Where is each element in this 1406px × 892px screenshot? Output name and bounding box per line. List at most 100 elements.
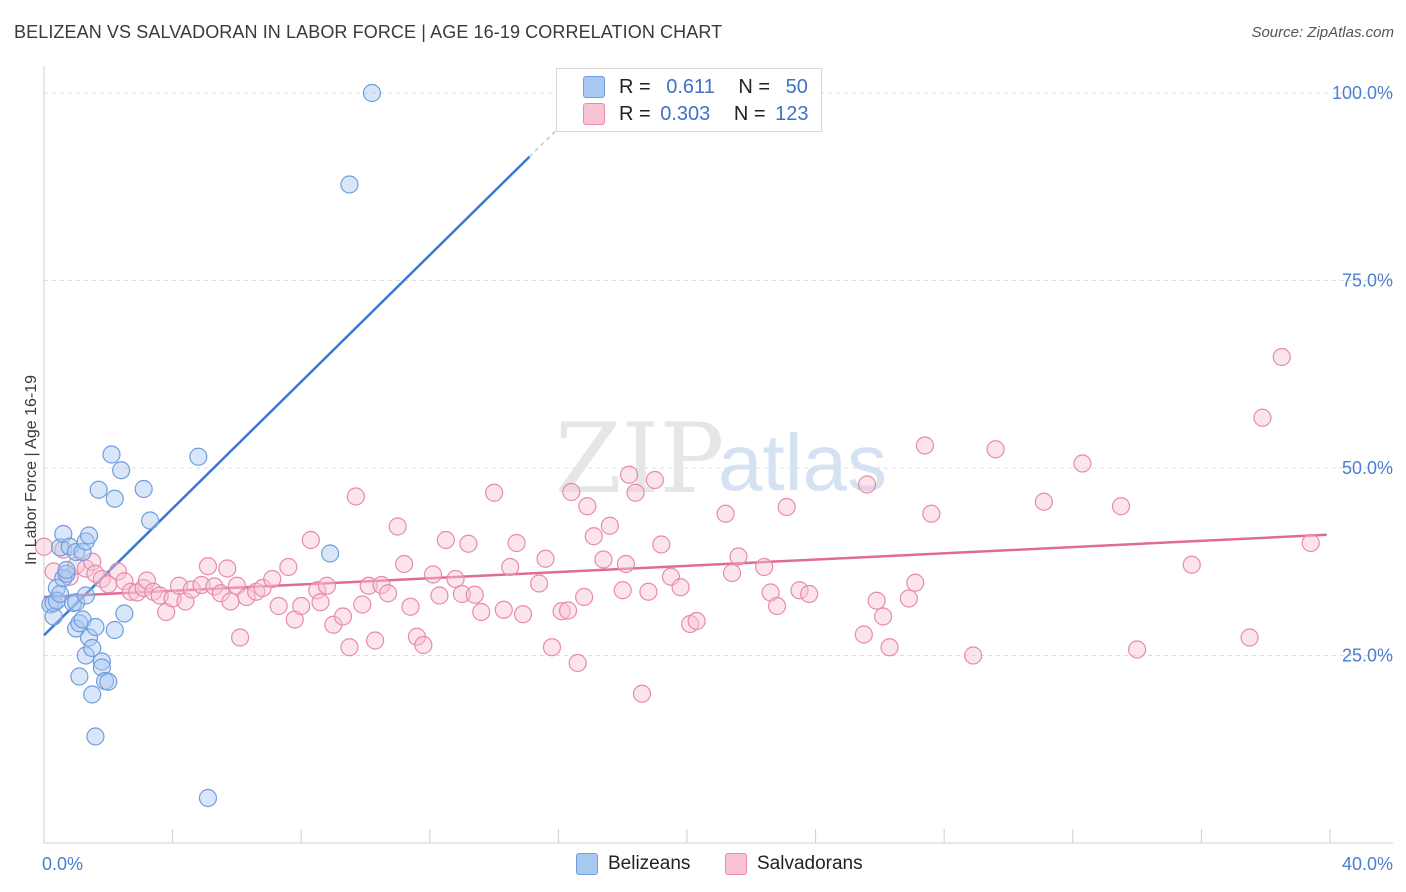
salvadorans-point <box>436 530 455 550</box>
salvadorans-point <box>34 537 54 556</box>
salvadorans-point <box>790 581 809 600</box>
salvadorans-point <box>1111 497 1131 516</box>
salvadorans-point <box>722 563 742 583</box>
legend-swatch-salvadorans <box>583 103 605 125</box>
belizeans-point <box>89 480 108 499</box>
axes <box>43 66 1393 844</box>
salvadorans-point <box>301 530 320 550</box>
salvadorans-point <box>1253 408 1272 427</box>
belizeans-point <box>57 560 76 580</box>
salvadorans-point <box>880 638 899 657</box>
legend-r-value: 0.303 <box>660 102 711 125</box>
belizeans-point <box>102 445 121 464</box>
belizeans-point <box>86 727 105 746</box>
salvadorans-point <box>378 584 398 603</box>
salvadorans-point <box>115 572 134 591</box>
salvadorans-point <box>874 607 893 626</box>
belizeans-trend-line <box>43 155 531 637</box>
salvadorans-point <box>1034 492 1053 511</box>
salvadorans-point <box>986 440 1005 459</box>
bottom-legend-label-salvadorans: Salvadorans <box>757 853 863 874</box>
belizeans-point <box>76 586 95 605</box>
belizeans-point <box>79 526 99 545</box>
salvadorans-point <box>558 601 578 620</box>
legend-n-value: 123 <box>775 102 809 125</box>
salvadorans-point <box>308 581 327 600</box>
salvadorans-point <box>311 593 330 612</box>
salvadorans-point <box>964 646 983 665</box>
y-tick-label: 100.0% <box>1332 83 1393 103</box>
salvadorans-point <box>414 635 433 655</box>
trend-lines <box>43 121 1327 637</box>
salvadorans-point <box>568 653 587 673</box>
belizeans-point <box>189 447 208 466</box>
salvadorans-point <box>552 602 571 621</box>
salvadorans-point <box>687 611 706 631</box>
salvadorans-point <box>1127 640 1147 659</box>
belizeans-point <box>340 175 359 194</box>
salvadorans-point <box>777 497 796 517</box>
salvadorans-point <box>536 549 555 568</box>
salvadorans-point <box>600 516 619 535</box>
belizeans-point <box>362 83 382 103</box>
legend-r-label: R = <box>619 75 651 98</box>
salvadorans-point <box>83 552 102 571</box>
salvadorans-point <box>137 571 156 590</box>
salvadorans-point <box>182 580 201 599</box>
belizeans-point <box>67 593 86 612</box>
bottom-legend-salvadorans: Salvadorans <box>725 851 863 877</box>
salvadorans-point <box>507 533 526 553</box>
belizeans-point <box>140 511 160 530</box>
source-credit: Source: ZipAtlas.com <box>1251 24 1394 41</box>
salvadorans-point <box>465 585 484 604</box>
salvadorans-point <box>346 487 365 506</box>
salvadorans-point <box>472 602 491 622</box>
salvadorans-point <box>513 605 533 624</box>
belizeans-point <box>321 544 340 563</box>
bottom-legend-swatch-salvadorans <box>725 853 747 875</box>
salvadorans-point <box>639 582 658 601</box>
legend-r-value: 0.611 <box>666 75 715 98</box>
belizeans-point <box>115 604 134 623</box>
salvadorans-point <box>292 596 311 616</box>
watermark-zip: ZIP <box>555 403 724 515</box>
stats-legend: R = 0.611 N = 50 R = 0.303 N = 123 <box>556 68 822 132</box>
y-tick-labels: 25.0% 50.0% 75.0% 100.0% <box>1332 83 1393 666</box>
salvadorans-point <box>800 584 819 604</box>
belizeans-point <box>105 620 124 640</box>
salvadorans-point <box>906 573 925 592</box>
salvadorans-point <box>394 554 414 574</box>
belizeans-point <box>83 685 102 704</box>
salvadorans-point <box>575 587 594 607</box>
salvadorans-point <box>353 595 372 614</box>
salvadorans-point <box>430 586 449 605</box>
x-tick-labels: 0.0% 40.0% <box>42 854 1393 874</box>
belizeans-point <box>83 638 102 658</box>
bottom-legend-belizeans: Belizeans <box>576 851 690 877</box>
belizeans-point <box>76 646 95 665</box>
salvadorans-point <box>366 631 385 650</box>
legend-n-label: N = <box>738 75 771 98</box>
legend-swatch-belizeans <box>583 76 605 98</box>
salvadorans-point <box>616 554 636 574</box>
salvadorans-point <box>594 550 613 569</box>
salvadorans-point <box>867 591 886 610</box>
bottom-legend-label-belizeans: Belizeans <box>608 853 691 874</box>
salvadorans-point <box>459 534 478 553</box>
salvadorans-point <box>218 559 237 578</box>
chart-title: BELIZEAN VS SALVADORAN IN LABOR FORCE | … <box>14 22 723 42</box>
salvadorans-point <box>716 504 735 523</box>
salvadorans-point <box>485 483 504 502</box>
watermark-atlas: atlas <box>718 418 887 507</box>
salvadorans-point <box>1272 347 1291 367</box>
salvadorans-point <box>401 597 420 616</box>
x-tick-label: 40.0% <box>1342 854 1393 874</box>
salvadorans-point <box>279 557 298 577</box>
salvadorans-trend-line <box>43 533 1327 599</box>
salvadorans-point <box>333 607 353 626</box>
salvadorans-point <box>584 527 603 546</box>
salvadorans-point <box>578 497 597 516</box>
salvadorans-point <box>359 576 378 595</box>
salvadorans-point <box>632 684 652 703</box>
